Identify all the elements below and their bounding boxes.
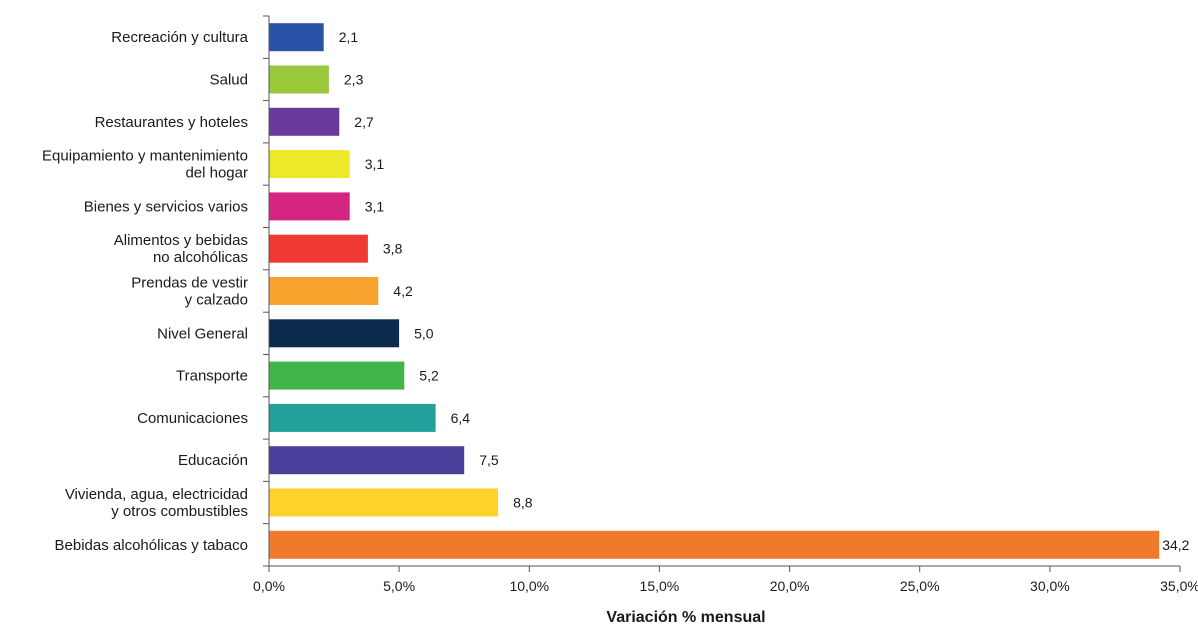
category-label-6-line-1: y calzado — [185, 292, 248, 309]
category-label-11-line-0: Vivienda, agua, electricidad — [65, 486, 248, 503]
bar-11 — [269, 488, 499, 517]
category-label-3-line-0: Equipamiento y mantenimiento — [42, 148, 248, 165]
bar-4 — [269, 192, 350, 221]
category-label-5-line-1: no alcohólicas — [153, 249, 248, 266]
category-label-5-line-0: Alimentos y bebidas — [114, 232, 248, 249]
bar-6 — [269, 277, 379, 305]
bar-0 — [269, 23, 324, 52]
x-tick-label-4: 20,0% — [770, 578, 810, 594]
value-label-1: 2,3 — [344, 72, 364, 88]
bar-2 — [269, 107, 340, 136]
bar-1 — [269, 65, 329, 94]
x-tick-label-1: 5,0% — [383, 578, 415, 594]
value-label-2: 2,7 — [354, 114, 374, 130]
x-axis-title: Variación % mensual — [606, 609, 765, 626]
value-label-3: 3,1 — [365, 156, 385, 172]
bar-8 — [269, 361, 405, 390]
category-label-3-line-1: del hogar — [185, 165, 248, 182]
bar-9 — [269, 403, 436, 432]
x-tick-label-5: 25,0% — [900, 578, 940, 594]
category-label-1: Salud — [210, 72, 248, 89]
category-label-8: Transporte — [176, 368, 248, 385]
bar-7 — [269, 319, 400, 348]
category-label-2: Restaurantes y hoteles — [95, 114, 248, 131]
value-label-0: 2,1 — [339, 29, 359, 45]
bar-3 — [269, 150, 350, 179]
bar-12 — [269, 530, 1160, 559]
x-tick-label-2: 10,0% — [509, 578, 549, 594]
bar-5 — [269, 234, 368, 263]
category-label-10: Educación — [178, 452, 248, 469]
category-label-4: Bienes y servicios varios — [84, 198, 248, 215]
value-label-9: 6,4 — [451, 410, 471, 426]
value-label-4: 3,1 — [365, 198, 385, 214]
category-label-0: Recreación y cultura — [111, 29, 248, 46]
value-label-5: 3,8 — [383, 241, 403, 257]
value-label-8: 5,2 — [419, 368, 439, 384]
x-tick-label-7: 35,0% — [1160, 578, 1198, 594]
bar-10 — [269, 446, 465, 475]
value-label-6: 4,2 — [393, 283, 413, 299]
x-tick-label-6: 30,0% — [1030, 578, 1070, 594]
value-label-12: 34,2 — [1162, 537, 1189, 553]
category-label-12: Bebidas alcohólicas y tabaco — [55, 537, 248, 554]
x-tick-label-3: 15,0% — [640, 578, 680, 594]
category-label-11-line-1: y otros combustibles — [111, 503, 248, 520]
category-label-6-line-0: Prendas de vestir — [131, 275, 248, 292]
value-label-10: 7,5 — [479, 452, 499, 468]
value-label-11: 8,8 — [513, 495, 533, 511]
category-label-7: Nivel General — [157, 325, 248, 342]
category-label-9: Comunicaciones — [137, 410, 248, 427]
x-tick-label-0: 0,0% — [253, 578, 285, 594]
value-label-7: 5,0 — [414, 325, 434, 341]
